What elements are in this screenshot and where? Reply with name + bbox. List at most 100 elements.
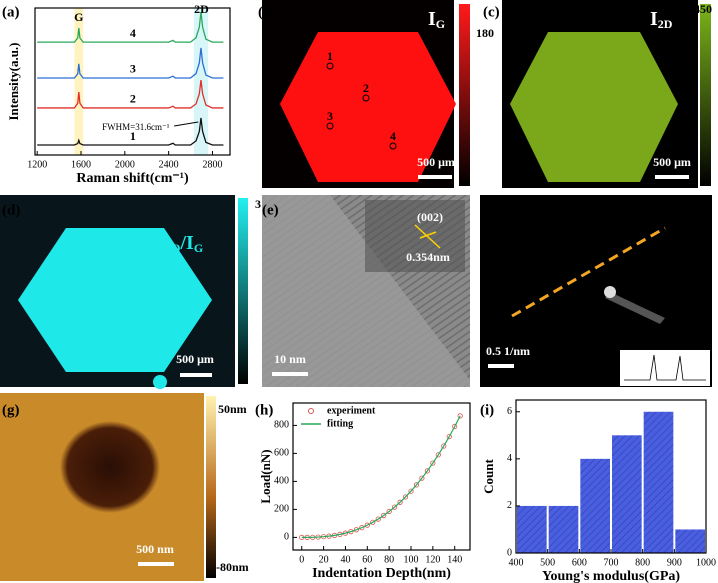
- fwhm-arrow: [174, 121, 199, 127]
- y-tick-label: 4: [507, 453, 512, 464]
- panel-label: (e): [262, 202, 279, 218]
- x-tick-label: 1200: [27, 159, 47, 170]
- point-label: 2: [363, 81, 369, 95]
- scale-bar-label: 0.5 1/nm: [486, 344, 530, 358]
- legend-marker: [308, 408, 314, 414]
- data-point: [452, 423, 458, 430]
- data-point: [435, 452, 441, 458]
- panel-f: 0.5 1/nm (f): [480, 195, 712, 387]
- fit-line: [301, 415, 461, 538]
- colorbar-min: -80nm: [216, 560, 249, 574]
- panel-g: 50nm -80nm 500 nm (g): [0, 393, 249, 581]
- legend-label: fitting: [327, 418, 353, 429]
- x-tick-label: 500: [540, 557, 555, 568]
- x-tick-label: 400: [509, 557, 524, 568]
- y-tick-label: 0: [284, 532, 289, 543]
- colorbar-max: 3: [255, 197, 261, 211]
- y-tick-label: 2: [507, 500, 512, 511]
- scale-bar-label: 500 μm: [417, 155, 455, 169]
- bar: [580, 458, 610, 553]
- x-tick-label: 1600: [71, 159, 91, 170]
- x-tick-label: 40: [340, 554, 350, 565]
- series-label: 1: [130, 129, 136, 143]
- data-point: [397, 499, 403, 505]
- data-point: [359, 525, 365, 531]
- panel-label: (h): [255, 402, 273, 418]
- point-label: 3: [327, 109, 333, 123]
- data-point: [381, 512, 387, 519]
- data-point: [392, 504, 398, 510]
- data-point: [364, 522, 370, 528]
- data-point: [408, 488, 414, 494]
- point-label: 4: [390, 129, 396, 143]
- panel-label: (f): [680, 202, 695, 218]
- data-point: [413, 482, 420, 488]
- y-axis-label: Count: [481, 458, 496, 493]
- x-axis-label: Indentation Depth(nm): [312, 566, 451, 581]
- scale-bar-label: 500 μm: [176, 352, 214, 366]
- scale-bar-label: 500 nm: [136, 542, 174, 556]
- y-axis-label: Intensity(a.u.): [6, 42, 21, 120]
- colorbar-max: 180: [476, 26, 494, 40]
- spacing-label: 0.354nm: [406, 250, 450, 264]
- peak-label: 2D: [194, 2, 209, 16]
- panel-label: (d): [2, 202, 20, 218]
- series-label: 4: [130, 26, 136, 40]
- x-axis-label: Young's modulus(GPa): [542, 569, 680, 583]
- x-tick-label: 0: [299, 554, 304, 565]
- panel-label: (c): [483, 4, 500, 20]
- spectrum: [37, 117, 224, 146]
- x-tick-label: 2800: [202, 159, 222, 170]
- colorbar-max: 450: [694, 2, 712, 16]
- panel-label: (g): [2, 402, 20, 418]
- plane-label: (002): [417, 210, 443, 224]
- x-tick-label: 1000: [696, 557, 716, 568]
- bar: [517, 505, 547, 553]
- series-label: 3: [130, 62, 136, 76]
- x-tick-label: 2000: [115, 159, 135, 170]
- bar: [548, 505, 579, 553]
- x-tick-label: 800: [635, 557, 650, 568]
- panel-label: (b): [258, 4, 276, 20]
- x-tick-label: 700: [604, 557, 619, 568]
- scale-bar-label: 500 μm: [653, 155, 691, 169]
- y-axis-label: Load(nN): [258, 449, 273, 503]
- data-point: [419, 475, 425, 481]
- peak-label: G: [74, 10, 83, 24]
- plot-frame: [292, 402, 471, 551]
- panel-c: 450 I2D 500 μm (c): [483, 0, 712, 188]
- x-tick-label: 140: [447, 554, 462, 565]
- bar: [643, 411, 674, 553]
- x-axis-label: Raman shift(cm⁻¹): [76, 171, 189, 186]
- bar: [675, 529, 705, 553]
- map-label: I2D/IG: [158, 232, 203, 255]
- map-label: IG: [428, 8, 445, 31]
- x-tick-label: 120: [425, 554, 440, 565]
- data-point: [353, 527, 359, 533]
- panel-label: (a): [2, 4, 20, 20]
- legend-label: experiment: [327, 405, 376, 416]
- data-point: [441, 443, 447, 449]
- y-tick-label: 400: [274, 476, 289, 487]
- y-tick-label: 600: [274, 448, 289, 459]
- panel-label: (i): [480, 402, 494, 418]
- map-label: I2D: [650, 8, 673, 31]
- data-point: [446, 433, 452, 440]
- scale-bar-label: 10 nm: [274, 352, 306, 366]
- data-point: [424, 468, 430, 474]
- x-tick-label: 100: [404, 554, 419, 565]
- data-point: [370, 519, 376, 525]
- y-tick-label: 6: [507, 406, 512, 417]
- x-tick-label: 60: [362, 554, 372, 565]
- data-point: [402, 494, 409, 500]
- x-tick-label: 80: [384, 554, 394, 565]
- data-point: [386, 508, 392, 515]
- data-point: [375, 516, 381, 522]
- plot-frame: [34, 7, 231, 156]
- panel-b: 180 IG 1 2 3 4 500 μm (b): [258, 0, 494, 188]
- x-tick-label: 20: [319, 554, 329, 565]
- data-point: [430, 460, 436, 466]
- x-tick-label: 900: [667, 557, 682, 568]
- colorbar-max: 50nm: [218, 402, 247, 416]
